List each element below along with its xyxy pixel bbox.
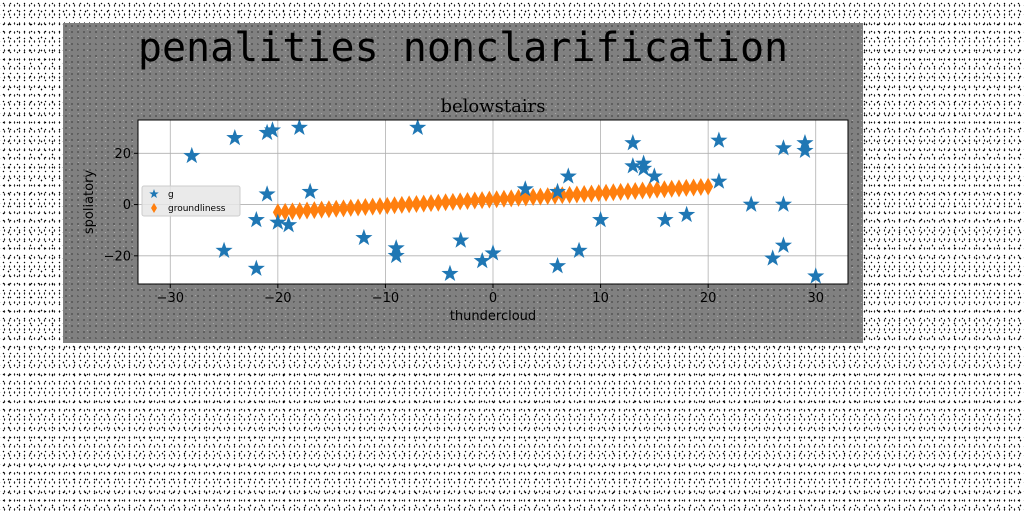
x-tick-label-1: −20 bbox=[264, 291, 291, 306]
x-tick-label-5: 20 bbox=[700, 291, 717, 306]
y-tick-label-1: 0 bbox=[123, 198, 131, 213]
chart-legend: g groundliness bbox=[142, 186, 240, 216]
legend-label-groundliness: groundliness bbox=[168, 204, 226, 214]
x-axis-label: thundercloud bbox=[450, 309, 536, 324]
chart-title: belowstairs bbox=[441, 96, 546, 117]
y-tick-label-0: −20 bbox=[104, 249, 131, 264]
x-tick-label-3: 0 bbox=[489, 291, 497, 306]
x-tick-label-6: 30 bbox=[807, 291, 824, 306]
scatter-chart: −30 −20 −10 0 10 20 30 −20 0 20 belowstairs thund… bbox=[63, 23, 863, 343]
x-tick-label-0: −30 bbox=[157, 291, 184, 306]
x-tick-label-4: 10 bbox=[592, 291, 609, 306]
y-axis-label: spoliatory bbox=[82, 170, 97, 235]
figure-canvas: penalities nonclarification −30 −20 −10 0 10… bbox=[63, 23, 863, 343]
legend-label-g: g bbox=[168, 190, 174, 200]
x-tick-label-2: −10 bbox=[372, 291, 399, 306]
y-tick-label-2: 20 bbox=[114, 147, 131, 162]
